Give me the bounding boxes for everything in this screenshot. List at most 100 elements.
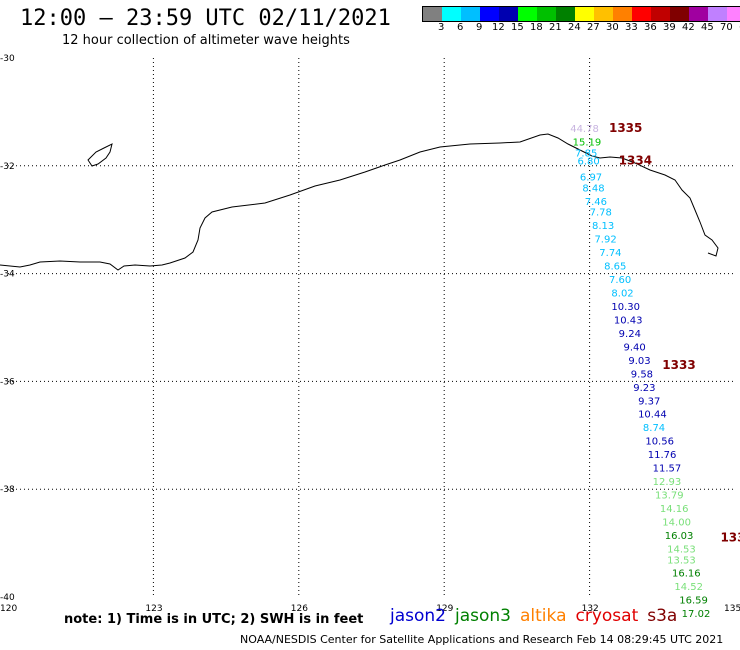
- longitude-label: 126: [291, 604, 308, 614]
- color-swatch-15: [708, 7, 727, 21]
- wave-height-value: 8.02: [611, 288, 633, 299]
- wave-height-value: 9.24: [619, 329, 641, 340]
- color-scale-label: 30: [606, 22, 619, 33]
- color-swatch-8: [575, 7, 594, 21]
- longitude-label: 120: [0, 604, 17, 614]
- color-scale-label: 70: [720, 22, 733, 33]
- legend-altika: altika: [520, 606, 567, 626]
- longitude-label: 135: [724, 604, 740, 614]
- graticule-grid: [8, 58, 735, 597]
- note-text: note: 1) Time is in UTC; 2) SWH is in fe…: [64, 612, 364, 627]
- color-swatch-3: [480, 7, 499, 21]
- color-scale-label: 45: [701, 22, 714, 33]
- wave-height-value: 12.93: [653, 477, 682, 488]
- wave-height-value: 8.65: [604, 262, 626, 273]
- latitude-label: -40: [0, 593, 15, 603]
- wave-height-value: 10.30: [611, 302, 640, 313]
- latitude-label: -30: [0, 54, 15, 64]
- wave-height-value: 8.48: [582, 183, 604, 194]
- wave-height-value: 8.74: [643, 423, 665, 434]
- color-swatch-6: [537, 7, 556, 21]
- wave-height-value: 14.00: [662, 518, 691, 529]
- wave-height-value: 13.79: [655, 491, 684, 502]
- color-swatch-4: [499, 7, 518, 21]
- color-swatch-2: [461, 7, 480, 21]
- wave-height-value: 15.19: [573, 138, 602, 149]
- satellite-legend: jason2 jason3 altika cryosat s3a: [390, 606, 686, 626]
- pass-number: 1334: [619, 153, 652, 167]
- color-swatch-13: [670, 7, 689, 21]
- color-swatch-5: [518, 7, 537, 21]
- pass-number: 133: [720, 531, 740, 545]
- latitude-label: -38: [0, 485, 15, 495]
- legend-jason2: jason2: [390, 606, 446, 626]
- wave-height-value: 9.23: [633, 383, 655, 394]
- longitude-label: 132: [582, 604, 599, 614]
- color-scale-label: 36: [644, 22, 657, 33]
- legend-s3a: s3a: [647, 606, 678, 626]
- wave-height-value: 7.78: [590, 208, 612, 219]
- pass-number: 1333: [662, 358, 695, 372]
- color-scale-label: 12: [492, 22, 505, 33]
- wave-height-value: 6.80: [577, 156, 599, 167]
- color-scale-label: 9: [476, 22, 483, 33]
- wave-height-value: 17.02: [682, 609, 711, 620]
- color-scale-label: 24: [568, 22, 581, 33]
- wave-height-value: 7.92: [594, 235, 616, 246]
- longitude-label: 129: [436, 604, 453, 614]
- wave-height-value: 7.46: [585, 197, 607, 208]
- color-scale-label: 27: [587, 22, 600, 33]
- wave-height-value: 11.76: [648, 450, 677, 461]
- color-swatch-16: [727, 7, 740, 21]
- legend-jason3: jason3: [455, 606, 511, 626]
- wave-height-value: 8.13: [592, 221, 614, 232]
- color-scale-label: 39: [663, 22, 676, 33]
- wave-height-value: 16.59: [679, 596, 708, 607]
- latitude-label: -36: [0, 377, 15, 387]
- wave-height-value: 10.56: [645, 437, 674, 448]
- pass-number: 1335: [609, 121, 642, 135]
- wave-height-value: 9.40: [624, 342, 646, 353]
- wave-height-value: 44.78: [570, 124, 599, 135]
- kangaroo-island-coast: [87, 143, 113, 167]
- wave-height-value: 13.53: [667, 555, 696, 566]
- wave-height-value: 11.57: [653, 464, 682, 475]
- wave-height-value: 6.97: [580, 173, 602, 184]
- wave-height-value: 16.16: [672, 569, 701, 580]
- wave-height-value: 7.85: [575, 148, 597, 159]
- wave-height-value: 7.60: [609, 275, 631, 286]
- pass-labels: 1335 1334 1333 133: [609, 121, 740, 545]
- color-scale-label: 33: [625, 22, 638, 33]
- color-scale-label: 6: [457, 22, 464, 33]
- wave-height-value: 16.03: [665, 531, 694, 542]
- wave-height-value: 10.44: [638, 410, 667, 421]
- color-swatch-14: [689, 7, 708, 21]
- coastline: [0, 133, 719, 271]
- color-scale-label: 18: [530, 22, 543, 33]
- color-swatch-9: [594, 7, 613, 21]
- wave-height-value: 14.16: [660, 504, 689, 515]
- color-scale-label: 21: [549, 22, 562, 33]
- legend-cryosat: cryosat: [575, 606, 639, 626]
- wave-height-value: 9.03: [628, 356, 650, 367]
- color-scale-label: 15: [511, 22, 524, 33]
- wave-height-value: 14.52: [674, 582, 703, 593]
- color-swatch-10: [613, 7, 632, 21]
- color-swatch-1: [442, 7, 461, 21]
- longitude-label: 123: [145, 604, 162, 614]
- color-swatch-0: [423, 7, 442, 21]
- map-title: 12:00 – 23:59 UTC 02/11/2021: [20, 6, 391, 31]
- color-scale-label: 42: [682, 22, 695, 33]
- wave-height-labels: 44.78 15.197.856.80 6.978.48 7.467.78 8.13 7.…: [570, 124, 710, 620]
- wave-height-value: 7.74: [599, 248, 621, 259]
- map-subtitle: 12 hour collection of altimeter wave hei…: [62, 33, 350, 48]
- color-swatch-7: [556, 7, 575, 21]
- latitude-label: -32: [0, 162, 15, 172]
- color-scale-bar: [422, 6, 740, 22]
- color-swatch-11: [632, 7, 651, 21]
- latitude-label: -34: [0, 270, 15, 280]
- credit-line: NOAA/NESDIS Center for Satellite Applica…: [240, 633, 724, 646]
- color-scale-label: 3: [438, 22, 445, 33]
